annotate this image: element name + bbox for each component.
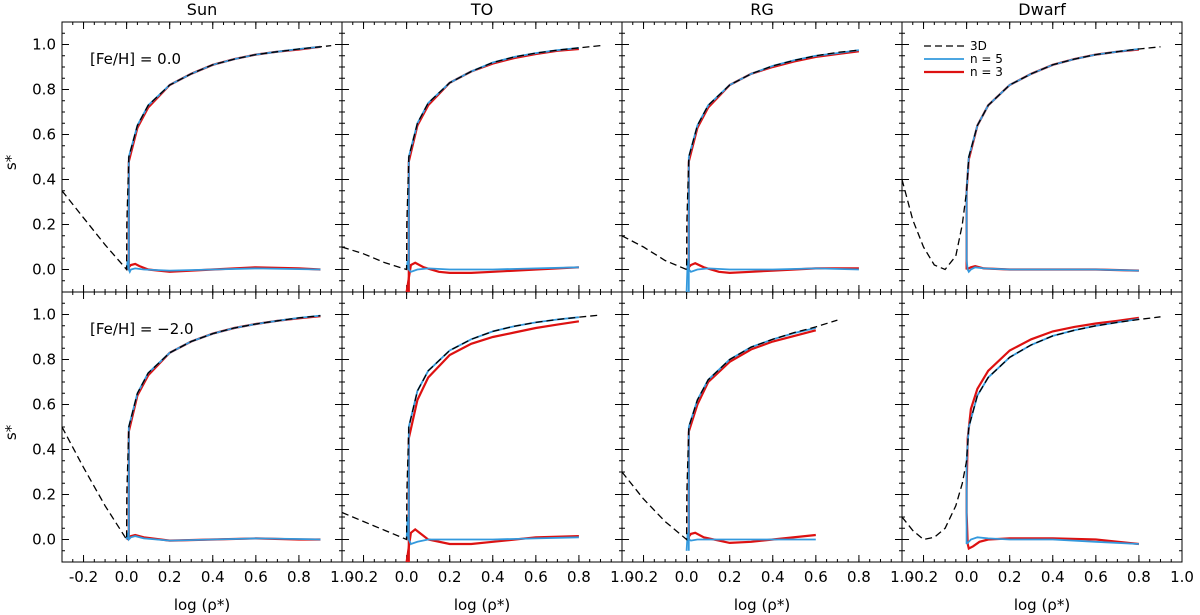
- legend-label-0: 3D: [970, 39, 987, 53]
- feh-annotation-row-1: [Fe/H] = −2.0: [90, 320, 194, 338]
- column-title-3: Dwarf: [1018, 0, 1066, 19]
- y-tick-label: 0.2: [32, 486, 56, 504]
- x-tick-label: -0.2: [69, 568, 98, 586]
- series-3d-lower-r0-c3: [901, 46, 1161, 271]
- x-tick-label: 0.6: [524, 568, 548, 586]
- y-tick-label: 1.0: [32, 36, 56, 54]
- series-n3-upper-r0-c1: [407, 47, 579, 162]
- x-tick-label: -0.2: [909, 568, 938, 586]
- series-n5-upper-r0-c2: [687, 49, 860, 158]
- x-tick-label: 0.2: [718, 568, 742, 586]
- panel-frame-r1-c1: [341, 291, 623, 563]
- x-tick-label: 0.6: [244, 568, 268, 586]
- y-tick-label: 0.0: [32, 261, 56, 279]
- x-tick-label: 0.6: [1084, 568, 1108, 586]
- series-n5-upper-r1-c3: [965, 318, 1140, 461]
- x-axis-label-1: log (ρ*): [454, 596, 510, 614]
- series-n5-lower-r0-c0: [125, 260, 321, 274]
- series-3d-lower-r1-c0: [61, 314, 321, 542]
- y-axis-label: s*: [2, 424, 20, 440]
- series-n5-lower-r1-c1: [405, 516, 579, 546]
- x-tick-label: 0.8: [567, 568, 591, 586]
- series-n5-lower-r1-c3: [965, 536, 1139, 545]
- series-n3-upper-r0-c2: [687, 50, 860, 162]
- series-3d-lower-r1-c1: [341, 314, 601, 541]
- panel-frame-r1-c2: [621, 291, 903, 563]
- y-tick-label: 0.6: [32, 126, 56, 144]
- x-tick-label: -0.2: [629, 568, 658, 586]
- x-tick-label: 0.2: [438, 568, 462, 586]
- series-n5-lower-r1-c0: [125, 532, 321, 542]
- panel-frame-r0-c2: [621, 21, 903, 293]
- series-n5-upper-r0-c1: [407, 47, 579, 158]
- legend-label-1: n = 5: [970, 52, 1003, 66]
- series-3d-lower-r0-c1: [341, 44, 601, 271]
- feh-annotation-row-0: [Fe/H] = 0.0: [90, 50, 181, 68]
- x-tick-label: 0.8: [287, 568, 311, 586]
- x-tick-label: 0.0: [115, 568, 139, 586]
- panel-frame-r0-c3: [901, 21, 1183, 293]
- panel-frame-r1-c3: [901, 291, 1183, 563]
- series-3d-lower-r0-c0: [61, 44, 332, 272]
- x-tick-label: -0.2: [349, 568, 378, 586]
- x-tick-label: 0.4: [201, 568, 225, 586]
- y-tick-label: 0.8: [32, 81, 56, 99]
- x-tick-label: 1.0: [1170, 568, 1194, 586]
- column-title-0: Sun: [187, 0, 217, 19]
- series-3d-lower-r0-c2: [621, 49, 859, 271]
- y-tick-label: 0.4: [32, 441, 56, 459]
- series-3d-lower-r1-c2: [621, 319, 838, 541]
- y-tick-label: 0.0: [32, 531, 56, 549]
- x-tick-label: 1.0: [610, 568, 634, 586]
- x-tick-label: 0.4: [761, 568, 785, 586]
- x-tick-label: 1.0: [330, 568, 354, 586]
- legend-label-2: n = 3: [970, 65, 1003, 79]
- series-n5-upper-r1-c2: [687, 327, 817, 428]
- x-tick-label: 0.2: [998, 568, 1022, 586]
- series-n5-lower-r0-c3: [965, 260, 1139, 274]
- y-axis-label: s*: [2, 154, 20, 170]
- x-axis-label-2: log (ρ*): [734, 596, 790, 614]
- series-n3-lower-r1-c2: [685, 531, 816, 545]
- x-axis-label-0: log (ρ*): [174, 596, 230, 614]
- y-tick-label: 0.2: [32, 216, 56, 234]
- x-tick-label: 0.0: [675, 568, 699, 586]
- column-title-1: TO: [470, 0, 493, 19]
- column-title-2: RG: [750, 0, 774, 19]
- series-n3-upper-r1-c2: [687, 329, 817, 432]
- x-tick-label: 0.6: [804, 568, 828, 586]
- series-n3-upper-r1-c3: [965, 316, 1140, 491]
- y-tick-label: 0.8: [32, 351, 56, 369]
- x-tick-label: 0.0: [955, 568, 979, 586]
- x-tick-label: 0.8: [1127, 568, 1151, 586]
- panel-frame-r0-c1: [341, 21, 623, 293]
- y-tick-label: 0.4: [32, 171, 56, 189]
- x-tick-label: 0.0: [395, 568, 419, 586]
- x-tick-label: 0.4: [481, 568, 505, 586]
- x-tick-label: 0.4: [1041, 568, 1065, 586]
- x-tick-label: 1.0: [890, 568, 914, 586]
- y-tick-label: 0.6: [32, 396, 56, 414]
- series-3d-lower-r1-c3: [901, 316, 1161, 541]
- x-tick-label: 0.2: [158, 568, 182, 586]
- series-n3-upper-r1-c1: [407, 320, 580, 439]
- series-n3-lower-r1-c3: [965, 512, 1140, 551]
- x-axis-label-3: log (ρ*): [1014, 596, 1070, 614]
- series-n3-lower-r0-c1: [405, 261, 579, 293]
- x-tick-label: 0.8: [847, 568, 871, 586]
- y-tick-label: 1.0: [32, 306, 56, 324]
